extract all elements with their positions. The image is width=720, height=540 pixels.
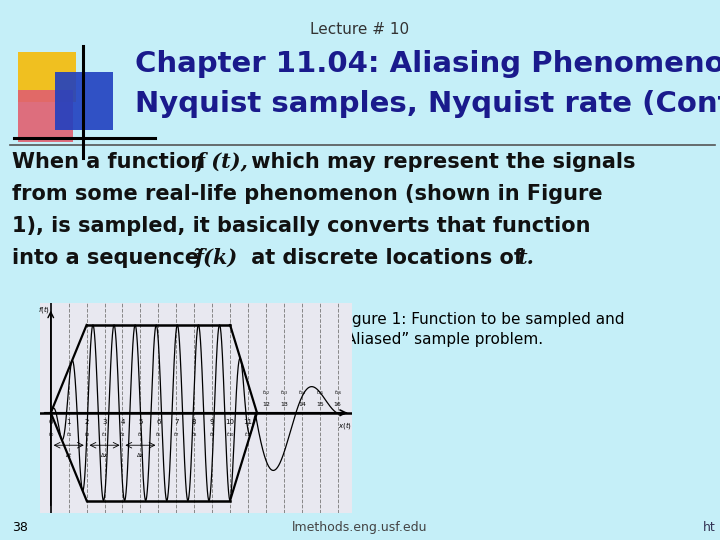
Text: Lecture # 10: Lecture # 10: [310, 22, 410, 37]
Text: $t_4$: $t_4$: [120, 430, 125, 439]
Text: $x(t)$: $x(t)$: [338, 421, 352, 431]
Text: 2: 2: [84, 418, 89, 424]
Text: Figure 1: Function to be sampled and: Figure 1: Function to be sampled and: [340, 312, 624, 327]
Text: $t_{15}$: $t_{15}$: [316, 388, 324, 396]
Text: lmethods.eng.usf.edu: lmethods.eng.usf.edu: [292, 521, 428, 534]
Text: into a sequence: into a sequence: [12, 248, 207, 268]
Text: $\Delta x$: $\Delta x$: [100, 451, 109, 459]
Text: $t_{14}$: $t_{14}$: [298, 388, 306, 396]
Text: When a function: When a function: [12, 152, 212, 172]
Text: 10: 10: [225, 418, 235, 424]
Text: f (t),: f (t),: [195, 152, 248, 172]
Text: Chapter 11.04: Aliasing Phenomenon,: Chapter 11.04: Aliasing Phenomenon,: [135, 50, 720, 78]
Text: 0: 0: [48, 418, 53, 424]
Text: 7: 7: [174, 418, 179, 424]
Text: 8: 8: [192, 418, 197, 424]
Text: $f(t)$: $f(t)$: [37, 304, 50, 315]
Text: 11: 11: [243, 418, 253, 424]
Text: at discrete locations of: at discrete locations of: [244, 248, 530, 268]
Bar: [18, 90, 73, 142]
Text: $t_{16}$: $t_{16}$: [333, 388, 342, 396]
Text: 1), is sampled, it basically converts that function: 1), is sampled, it basically converts th…: [12, 216, 590, 236]
Text: which may represent the signals: which may represent the signals: [244, 152, 636, 172]
Text: $t_6$: $t_6$: [156, 430, 161, 439]
Text: $t_1$: $t_1$: [66, 430, 72, 439]
Text: $\Delta z$: $\Delta z$: [136, 451, 145, 459]
Text: $t_0$: $t_0$: [48, 430, 54, 439]
Text: $t_8$: $t_8$: [191, 430, 197, 439]
Text: $t_9$: $t_9$: [209, 430, 215, 439]
Text: $t_2$: $t_2$: [84, 430, 90, 439]
Text: 3: 3: [102, 418, 107, 424]
Bar: [55, 72, 113, 130]
Text: 4: 4: [120, 418, 125, 424]
Text: ht: ht: [703, 521, 716, 534]
Text: “Aliased” sample problem.: “Aliased” sample problem.: [340, 332, 543, 347]
Text: 13: 13: [280, 402, 288, 407]
Text: f̃(k): f̃(k): [194, 248, 238, 268]
Text: Nyquist samples, Nyquist rate (Contd.): Nyquist samples, Nyquist rate (Contd.): [135, 90, 720, 118]
Text: $t_5$: $t_5$: [138, 430, 143, 439]
Text: 6: 6: [156, 418, 161, 424]
Text: $\Delta t$: $\Delta t$: [65, 451, 73, 459]
Text: t.: t.: [518, 248, 535, 268]
Bar: [18, 52, 76, 102]
Text: $t_3$: $t_3$: [102, 430, 108, 439]
Text: 1: 1: [66, 418, 71, 424]
Text: 9: 9: [210, 418, 215, 424]
Text: 14: 14: [298, 402, 306, 407]
Text: 12: 12: [262, 402, 270, 407]
Text: $t_{12}$: $t_{12}$: [262, 388, 270, 396]
Text: 5: 5: [138, 418, 143, 424]
Text: 38: 38: [12, 521, 28, 534]
Text: $t_{13}$: $t_{13}$: [280, 388, 288, 396]
Text: from some real-life phenomenon (shown in Figure: from some real-life phenomenon (shown in…: [12, 184, 603, 204]
Text: 16: 16: [334, 402, 341, 407]
Text: $t_{11}$: $t_{11}$: [244, 430, 252, 439]
Text: $t_7$: $t_7$: [174, 430, 179, 439]
Text: $t_{10}$: $t_{10}$: [226, 430, 234, 439]
Text: 15: 15: [316, 402, 323, 407]
